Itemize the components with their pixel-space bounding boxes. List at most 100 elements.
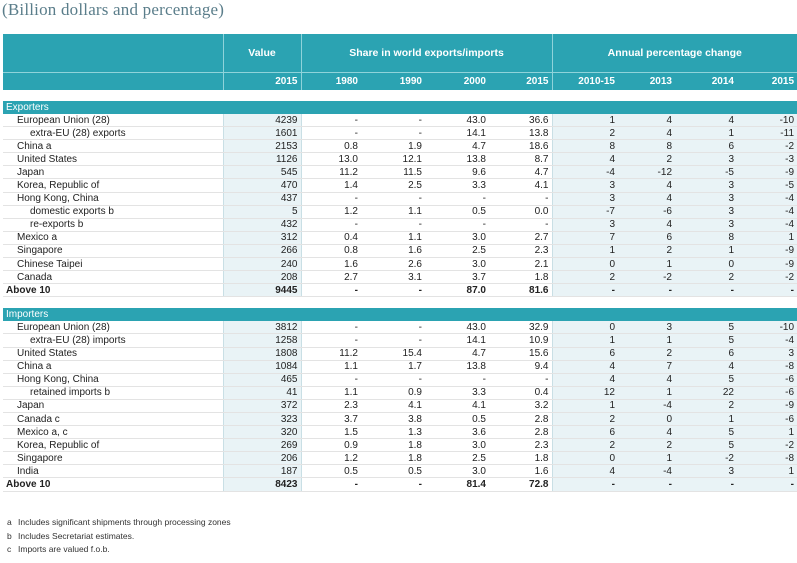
cell-value: 87.0 <box>425 283 489 298</box>
cell-value: 12 <box>551 386 618 400</box>
cell-value: 2.7 <box>300 270 361 285</box>
cell-value: - <box>361 218 425 232</box>
cell-value: 3 <box>675 205 737 219</box>
row-label: European Union (28) <box>3 321 223 335</box>
cell-value: 7 <box>551 231 618 245</box>
cell-value: - <box>300 477 361 492</box>
cell-value: 6 <box>675 139 737 154</box>
cell-value: 3 <box>618 321 675 335</box>
cell-value: -6 <box>618 205 675 219</box>
cell-value: 6 <box>551 425 618 440</box>
cell-value: 2.3 <box>489 438 552 453</box>
cell-value: 3.0 <box>425 257 489 272</box>
cell-value: 3.1 <box>361 270 425 285</box>
table-row: Chinese Taipei 240 1.6 2.6 3.0 2.1 0 1 0 -9 <box>3 257 797 272</box>
cell-value: 266 <box>222 244 301 259</box>
cell-value: - <box>425 192 489 206</box>
cell-value: 2 <box>618 244 675 259</box>
cell-value: 1.8 <box>361 438 425 453</box>
cell-value: 0 <box>551 257 618 272</box>
cell-value: 1 <box>737 425 797 440</box>
cell-value: 240 <box>222 257 301 272</box>
cell-value: 1.4 <box>300 178 361 193</box>
table-row: Japan 372 2.3 4.1 4.1 3.2 1 -4 2 -9 <box>3 399 797 413</box>
section-spacer <box>3 296 797 309</box>
cell-value: 1.1 <box>361 231 425 245</box>
row-label: re-exports b <box>3 218 223 232</box>
cell-value: 18.6 <box>489 139 552 154</box>
cell-value: 3.8 <box>361 412 425 427</box>
cell-value: - <box>300 373 361 387</box>
row-label: European Union (28) <box>3 114 223 128</box>
section-title: Importers <box>3 308 797 322</box>
cell-value: 2.5 <box>425 244 489 259</box>
cell-value: 1084 <box>222 360 301 374</box>
cell-value: 2.7 <box>489 231 552 245</box>
cell-value: 8 <box>675 231 737 245</box>
header-blank <box>3 34 223 73</box>
cell-value: 4239 <box>222 114 301 128</box>
row-label: Japan <box>3 399 223 413</box>
cell-value: -9 <box>737 165 797 180</box>
cell-value: - <box>361 126 425 141</box>
cell-value: 0 <box>618 412 675 427</box>
cell-value: 1 <box>737 231 797 245</box>
cell-value: 4 <box>618 425 675 440</box>
table-row: European Union (28) 4239- -43.0 36.6 1 4 4 -10 <box>3 114 797 128</box>
table-row: extra-EU (28) exports 1601- -14.1 13.8 2 4 1 -1… <box>3 126 797 141</box>
table-row: India 187 0.5 0.5 3.0 1.6 4 -4 3 1 <box>3 464 797 479</box>
table-row: Above 10 9445- -87.0 81.6- - - - <box>3 283 797 298</box>
cell-value: -5 <box>675 165 737 180</box>
cell-value: 2.5 <box>425 451 489 466</box>
cell-value: -2 <box>675 451 737 466</box>
cell-value: 13.0 <box>300 152 361 167</box>
cell-value: 437 <box>222 192 301 206</box>
row-label: Japan <box>3 165 223 180</box>
cell-value: - <box>300 192 361 206</box>
cell-value: -9 <box>737 257 797 272</box>
cell-value: 372 <box>222 399 301 413</box>
cell-value: 5 <box>675 321 737 335</box>
table-row: Japan 545 11.2 11.5 9.6 4.7 -4 -12 -5 -9 <box>3 165 797 180</box>
cell-value: 2.1 <box>489 257 552 272</box>
header-year: 1990 <box>361 72 425 90</box>
row-label: extra-EU (28) imports <box>3 333 223 348</box>
table-subtitle: (Billion dollars and percentage) <box>2 0 225 19</box>
row-label: retained imports b <box>3 386 223 400</box>
cell-value: 8423 <box>222 477 301 492</box>
table-row: China a 2153 0.8 1.9 4.7 18.6 8 8 6 -2 <box>3 139 797 154</box>
cell-value: 3 <box>675 464 737 479</box>
table-row: Mexico a, c 320 1.5 1.3 3.6 2.8 6 4 5 1 <box>3 425 797 440</box>
header-annual-change: Annual percentage change <box>551 34 797 73</box>
cell-value: 4.7 <box>425 139 489 154</box>
cell-value: 1.1 <box>361 205 425 219</box>
cell-value: 1.7 <box>361 360 425 374</box>
cell-value: 4 <box>618 218 675 232</box>
cell-value: 14.1 <box>425 126 489 141</box>
cell-value: 2.8 <box>489 412 552 427</box>
row-label: Canada c <box>3 412 223 427</box>
cell-value: 1.6 <box>489 464 552 479</box>
row-label: Singapore <box>3 244 223 259</box>
table-row: Korea, Republic of 269 0.9 1.8 3.0 2.3 2 2 5 -2 <box>3 438 797 453</box>
row-label: United States <box>3 152 223 167</box>
cell-value: 2.6 <box>361 257 425 272</box>
cell-value: 81.4 <box>425 477 489 492</box>
cell-value: 1 <box>551 399 618 413</box>
cell-value: 22 <box>675 386 737 400</box>
cell-value: 0 <box>551 321 618 335</box>
cell-value: 1 <box>675 412 737 427</box>
cell-value: 1 <box>618 451 675 466</box>
cell-value: 320 <box>222 425 301 440</box>
cell-value: 3.3 <box>425 386 489 400</box>
cell-value: 1126 <box>222 152 301 167</box>
cell-value: 4 <box>551 464 618 479</box>
cell-value: 4 <box>675 114 737 128</box>
cell-value: 3.3 <box>425 178 489 193</box>
cell-value: 13.8 <box>425 152 489 167</box>
footnote: a Includes significant shipments through … <box>7 517 231 527</box>
cell-value: 7 <box>618 360 675 374</box>
cell-value: 2 <box>551 126 618 141</box>
row-label: Mexico a, c <box>3 425 223 440</box>
cell-value: 13.8 <box>489 126 552 141</box>
